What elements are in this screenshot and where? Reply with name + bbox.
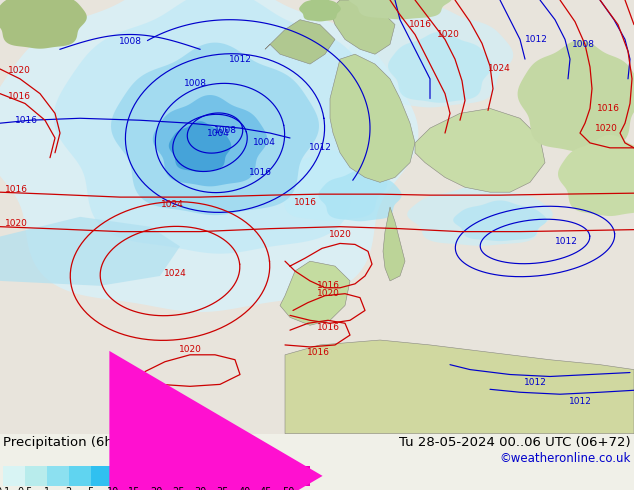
Text: 1: 1 [44, 488, 50, 490]
Text: 0.5: 0.5 [17, 488, 32, 490]
Polygon shape [0, 0, 418, 312]
Polygon shape [517, 40, 634, 152]
Text: 1016: 1016 [316, 323, 339, 332]
Text: 15: 15 [128, 488, 141, 490]
Bar [244, 466, 266, 486]
Text: 30: 30 [194, 488, 207, 490]
Text: Tu 28-05-2024 00..06 UTC (06+72): Tu 28-05-2024 00..06 UTC (06+72) [399, 436, 631, 449]
Text: 1020: 1020 [595, 123, 618, 133]
Text: 20: 20 [150, 488, 163, 490]
Text: 1012: 1012 [524, 378, 547, 387]
Text: 1004: 1004 [253, 138, 276, 147]
Text: 1016: 1016 [306, 348, 330, 357]
Text: 40: 40 [238, 488, 250, 490]
Polygon shape [348, 0, 452, 19]
Text: 5: 5 [87, 488, 94, 490]
Bar [25, 466, 47, 486]
Polygon shape [415, 108, 545, 192]
Bar [266, 466, 288, 486]
Text: 1012: 1012 [229, 54, 252, 64]
Text: 1012: 1012 [525, 35, 548, 44]
Text: 1012: 1012 [555, 237, 578, 246]
Bar [91, 466, 113, 486]
Polygon shape [273, 150, 387, 221]
Polygon shape [347, 6, 513, 107]
Text: 25: 25 [172, 488, 184, 490]
Text: 1016: 1016 [597, 104, 620, 113]
Text: 1004: 1004 [207, 128, 230, 138]
Text: 2: 2 [66, 488, 72, 490]
Text: 1016: 1016 [5, 185, 28, 194]
Text: 1012: 1012 [309, 144, 332, 152]
Text: 1016: 1016 [316, 281, 339, 290]
Text: 35: 35 [216, 488, 228, 490]
Polygon shape [280, 261, 350, 325]
Text: 1008: 1008 [572, 40, 595, 49]
Polygon shape [111, 43, 319, 215]
Text: 1020: 1020 [5, 219, 28, 228]
Text: Precipitation (6h) [mm] ECMWF: Precipitation (6h) [mm] ECMWF [3, 436, 212, 449]
Polygon shape [285, 340, 634, 434]
Text: 1020: 1020 [437, 30, 460, 39]
Text: 1024: 1024 [488, 65, 511, 74]
Text: 1016: 1016 [8, 92, 31, 101]
Text: ©weatheronline.co.uk: ©weatheronline.co.uk [500, 452, 631, 465]
Text: 1016: 1016 [408, 20, 432, 29]
Text: 1024: 1024 [160, 200, 183, 210]
Polygon shape [0, 0, 87, 49]
Text: 1012: 1012 [569, 396, 592, 406]
Text: 1020: 1020 [8, 67, 31, 75]
Text: 1008: 1008 [183, 79, 207, 88]
Text: 10: 10 [107, 488, 119, 490]
Text: 50: 50 [282, 488, 294, 490]
Text: 1020: 1020 [328, 230, 351, 239]
Polygon shape [407, 185, 553, 246]
Text: 1016: 1016 [294, 197, 316, 207]
Bar [68, 466, 91, 486]
Text: 1024: 1024 [164, 270, 186, 278]
Polygon shape [383, 207, 405, 281]
Polygon shape [558, 135, 634, 216]
Text: 1008: 1008 [119, 37, 141, 46]
Bar [3, 466, 25, 486]
Polygon shape [0, 217, 180, 286]
Polygon shape [388, 32, 492, 103]
Bar [157, 466, 178, 486]
Bar [47, 466, 68, 486]
Polygon shape [265, 20, 335, 64]
Bar [200, 466, 223, 486]
Text: 1020: 1020 [316, 289, 339, 298]
Text: 1016: 1016 [15, 116, 38, 125]
Polygon shape [330, 0, 395, 54]
Polygon shape [318, 171, 401, 221]
Polygon shape [330, 54, 415, 182]
Text: 45: 45 [260, 488, 273, 490]
Text: 1020: 1020 [179, 345, 202, 354]
Text: 1016: 1016 [249, 168, 271, 177]
Polygon shape [153, 95, 267, 186]
Bar [223, 466, 244, 486]
Text: 0.1: 0.1 [0, 488, 11, 490]
Polygon shape [299, 0, 341, 22]
Bar [288, 466, 310, 486]
Bar [134, 466, 157, 486]
Polygon shape [169, 121, 231, 172]
Bar [113, 466, 134, 486]
Bar [178, 466, 200, 486]
Polygon shape [453, 200, 547, 241]
Polygon shape [53, 0, 386, 254]
Text: 1008: 1008 [214, 125, 236, 135]
